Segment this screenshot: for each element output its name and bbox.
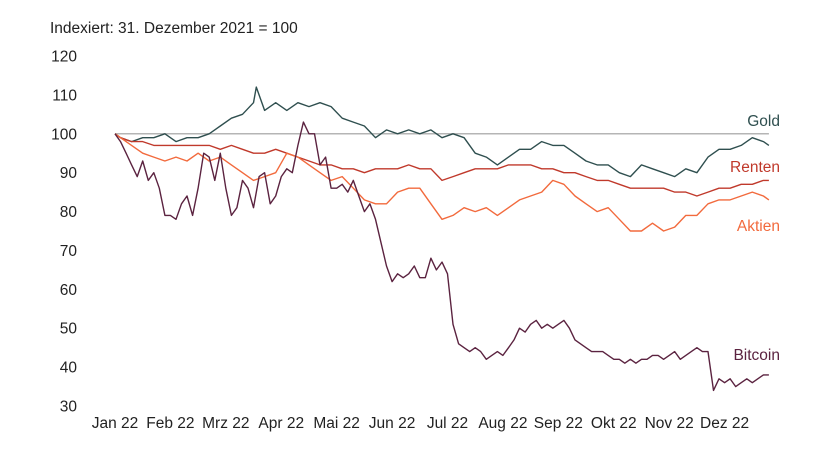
y-tick-label: 30 — [60, 399, 78, 416]
series-label-aktien: Aktien — [737, 218, 780, 235]
series-lines — [114, 86, 770, 392]
y-tick-label: 120 — [51, 49, 77, 66]
series-line-gold — [114, 86, 770, 178]
x-tick-label: Jul 22 — [427, 415, 468, 432]
y-tick-label: 100 — [51, 126, 77, 143]
x-tick-label: Jun 22 — [369, 415, 416, 432]
x-tick-label: Okt 22 — [591, 415, 637, 432]
series-line-renten — [114, 133, 769, 197]
series-line-bitcoin — [114, 121, 769, 392]
x-tick-label: Dez 22 — [700, 415, 749, 432]
x-tick-label: Aug 22 — [478, 415, 527, 432]
series-label-gold: Gold — [747, 113, 780, 130]
series-label-bitcoin: Bitcoin — [733, 347, 780, 364]
x-tick-label: Feb 22 — [146, 415, 194, 432]
series-label-renten: Renten — [730, 159, 780, 176]
series-line-aktien — [114, 133, 770, 232]
y-axis: 30 40 50 60 70 80 90 100 110 120 — [51, 49, 77, 416]
y-tick-label: 80 — [60, 204, 78, 221]
y-tick-label: 50 — [60, 321, 78, 338]
chart-subtitle: Indexiert: 31. Dezember 2021 = 100 — [50, 20, 298, 37]
x-tick-label: Mrz 22 — [202, 415, 249, 432]
y-tick-label: 90 — [60, 165, 78, 182]
x-tick-label: Apr 22 — [258, 415, 304, 432]
y-tick-label: 70 — [60, 243, 78, 260]
x-axis: Jan 22 Feb 22 Mrz 22 Apr 22 Mai 22 Jun 22 Jul … — [92, 415, 749, 432]
x-tick-label: Nov 22 — [645, 415, 694, 432]
x-tick-label: Sep 22 — [534, 415, 583, 432]
series-labels: Gold Renten Aktien Bitcoin — [730, 113, 780, 364]
y-tick-label: 110 — [52, 87, 77, 104]
y-tick-label: 60 — [60, 282, 78, 299]
x-tick-label: Jan 22 — [92, 415, 139, 432]
y-tick-label: 40 — [60, 360, 78, 377]
x-tick-label: Mai 22 — [313, 415, 360, 432]
